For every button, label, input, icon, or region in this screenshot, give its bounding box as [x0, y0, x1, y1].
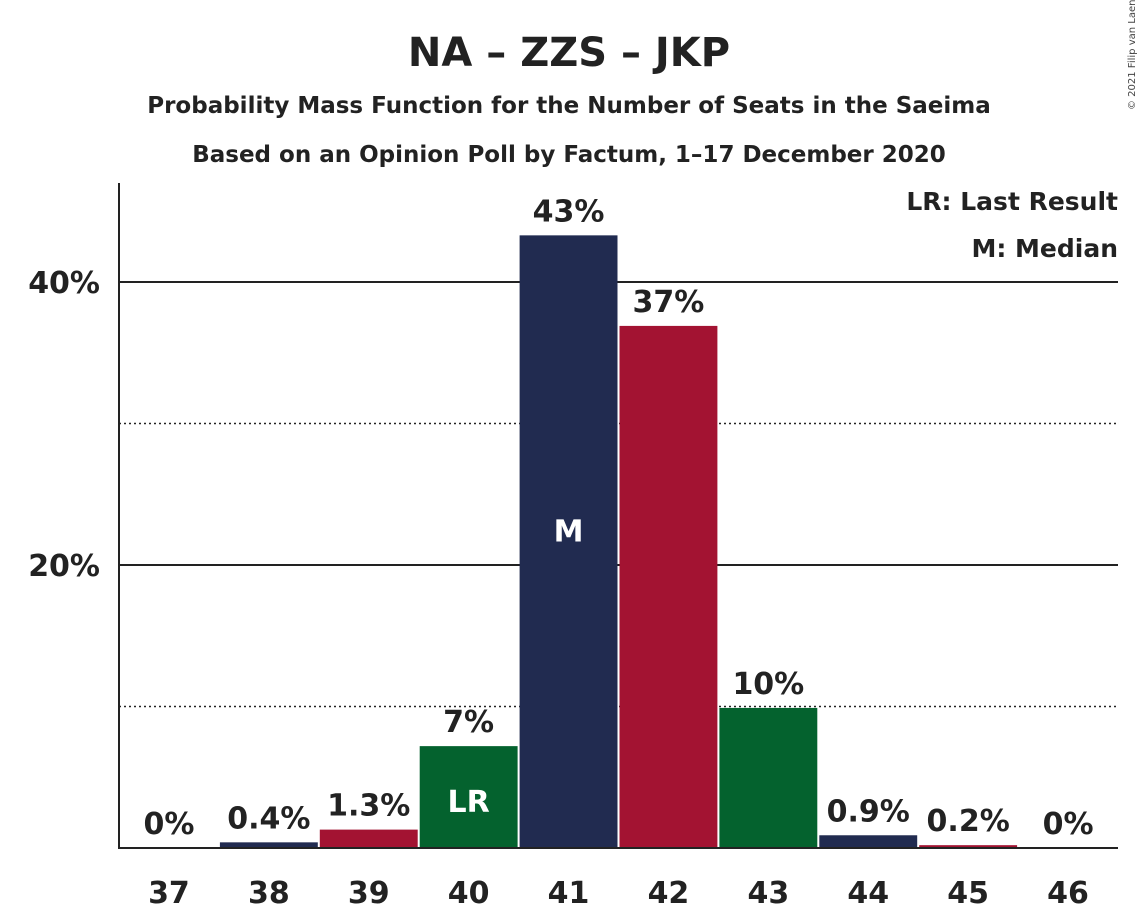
- bar-value-labels: 0% 0.4% 1.3% 7% 43% 37% 10% 0.9% 0.2% 0%: [143, 194, 1093, 842]
- legend-last-result: LR: Last Result: [906, 187, 1118, 216]
- y-tick-label: 40%: [28, 266, 100, 301]
- bar-seat-40: [419, 746, 518, 848]
- bar-value-label: 7%: [443, 705, 494, 740]
- bar-seat-38: [219, 842, 318, 848]
- x-tick-label: 38: [248, 876, 290, 911]
- chart-title: NA – ZZS – JKP: [408, 30, 730, 76]
- copyright-note: © 2021 Filip van Laenen: [1127, 0, 1138, 110]
- gridlines: [119, 281, 1118, 708]
- x-tick-label: 44: [847, 876, 889, 911]
- x-tick-label: 42: [648, 876, 690, 911]
- x-tick-label: 40: [448, 876, 490, 911]
- bar-seat-43: [719, 707, 818, 848]
- bar-value-label: 37%: [633, 285, 705, 320]
- median-marker: M: [554, 515, 584, 550]
- chart-subtitle: Probability Mass Function for the Number…: [147, 93, 991, 119]
- bar-value-label: 0.4%: [227, 801, 310, 836]
- bar-value-label: 0.9%: [827, 794, 910, 829]
- y-axis-tick-labels: 20% 40%: [28, 266, 100, 584]
- bars: [219, 235, 1018, 848]
- bar-seat-41: [519, 235, 618, 848]
- bar-seat-42: [619, 325, 718, 848]
- bar-value-label: 1.3%: [327, 789, 410, 824]
- x-tick-label: 45: [947, 876, 989, 911]
- last-result-marker: LR: [448, 785, 490, 820]
- bar-value-label: 0%: [143, 807, 194, 842]
- x-tick-label: 41: [548, 876, 590, 911]
- bar-value-label: 10%: [732, 667, 804, 702]
- y-tick-label: 20%: [28, 549, 100, 584]
- bar-markers: LR M: [448, 515, 584, 820]
- x-tick-label: 46: [1047, 876, 1089, 911]
- x-tick-label: 37: [148, 876, 190, 911]
- legend-median: M: Median: [971, 234, 1118, 263]
- bar-seat-44: [819, 835, 918, 848]
- x-axis-tick-labels: 37 38 39 40 41 42 43 44 45 46: [148, 876, 1089, 911]
- chart-subtitle-source: Based on an Opinion Poll by Factum, 1–17…: [192, 142, 946, 168]
- bar-seat-45: [919, 845, 1018, 848]
- bar-value-label: 43%: [533, 194, 605, 229]
- x-tick-label: 39: [348, 876, 390, 911]
- x-tick-label: 43: [747, 876, 789, 911]
- bar-value-label: 0%: [1043, 807, 1094, 842]
- bar-value-label: 0.2%: [927, 804, 1010, 839]
- bar-seat-39: [319, 829, 418, 848]
